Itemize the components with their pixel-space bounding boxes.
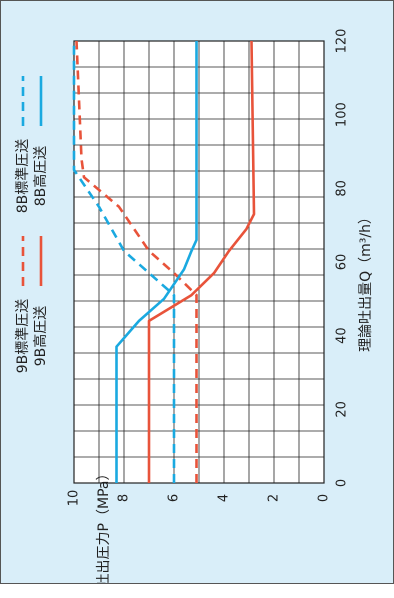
grid (73, 40, 325, 484)
y-tick-label: 4 (217, 494, 232, 502)
x-tick-label: 120 (335, 29, 350, 54)
legend-label: 8B標準圧送 (15, 139, 31, 214)
figure-panel: 0 20 40 60 80 100 120 10 8 6 4 2 0 9B標準圧送 9B高圧送 8B標準圧送… (0, 0, 394, 584)
x-tick-label: 60 (335, 254, 350, 271)
x-tick-label: 0 (335, 479, 350, 487)
legend-label: 9B標準圧送 (15, 299, 31, 374)
y-axis-label: 理論吐出圧力P（MPa） (96, 467, 112, 583)
plot-border (73, 40, 325, 484)
legend: 9B標準圧送 9B高圧送 8B標準圧送 8B高圧送 (15, 76, 49, 373)
axis-labels: 理論吐出量Q（m³/h） 理論吐出圧力P（MPa） (96, 210, 374, 583)
series-lines (72, 40, 256, 483)
series-line (75, 40, 198, 483)
y-tick-label: 10 (67, 490, 82, 507)
legend-label: 8B高圧送 (32, 146, 49, 207)
y-tick-label: 2 (267, 494, 282, 502)
x-axis-label: 理論吐出量Q（m³/h） (358, 210, 374, 352)
series-line (72, 41, 176, 483)
x-tick-label: 100 (335, 102, 350, 127)
series-line (115, 41, 198, 483)
legend-label: 9B高圧送 (32, 306, 49, 367)
x-tick-label: 40 (335, 327, 350, 344)
x-tick-label: 80 (335, 180, 350, 197)
y-tick-label: 8 (117, 494, 132, 502)
y-tick-label: 6 (167, 494, 182, 502)
series-line (147, 40, 256, 483)
x-tick-label: 20 (335, 401, 350, 418)
y-tick-label: 0 (317, 494, 332, 502)
